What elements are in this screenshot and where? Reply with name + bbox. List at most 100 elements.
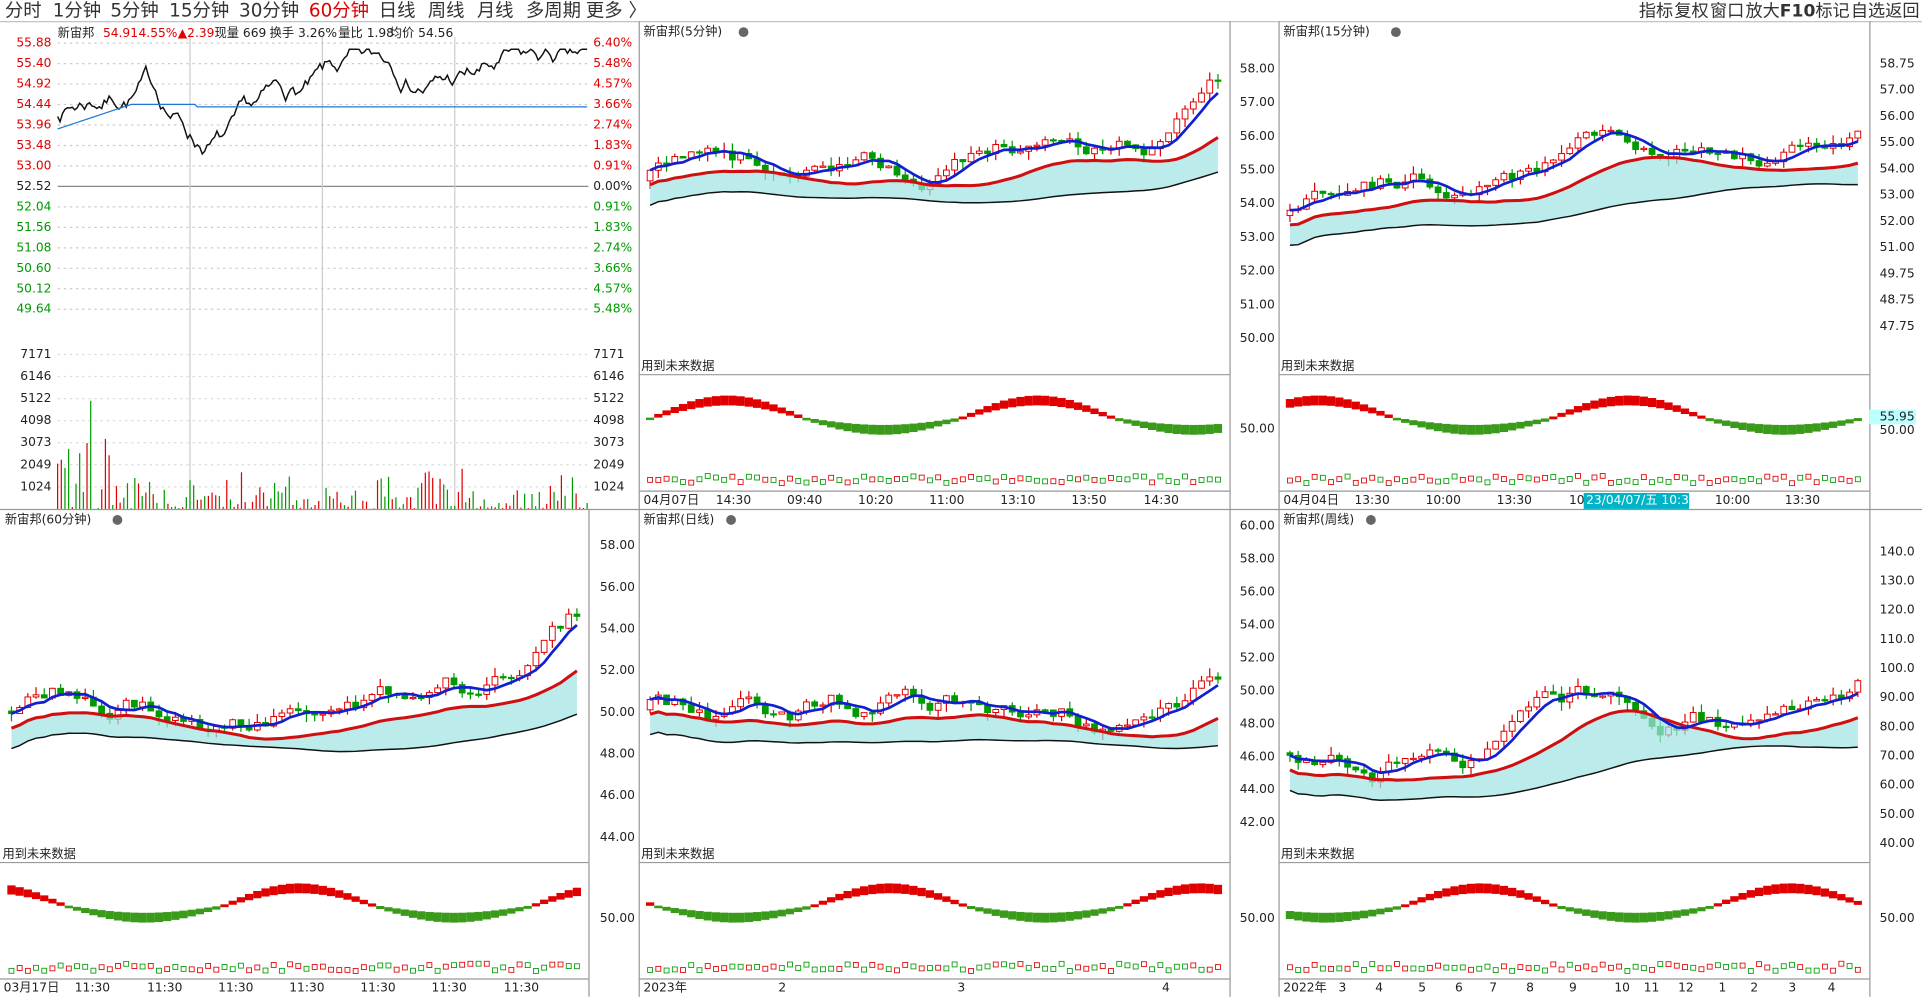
period-tab[interactable]: 分时 [5, 0, 42, 21]
indicator-axis-label: 50.00 [1240, 911, 1275, 925]
volume-bar [1822, 475, 1828, 481]
candle-body [712, 715, 720, 720]
candle-body [319, 713, 327, 716]
volume-bar [1418, 965, 1425, 972]
date-label: 3 [1788, 981, 1796, 995]
candle-body [1173, 703, 1181, 708]
period-tab[interactable]: 日线 [379, 0, 416, 21]
axis-label: 58.00 [600, 538, 635, 552]
volume-bar [1723, 964, 1730, 970]
date-label: 13:30 [1785, 493, 1820, 507]
period-tab[interactable]: 30分钟 [239, 0, 299, 21]
volume-bar [1657, 476, 1664, 483]
settings-icon[interactable] [726, 515, 736, 525]
tool-button[interactable]: 返回 [1885, 1, 1919, 21]
candle-body [687, 704, 695, 713]
volume-bar [1215, 964, 1221, 970]
volume-bar [1075, 476, 1081, 483]
candle-body [778, 711, 786, 715]
candle-body [442, 677, 450, 689]
candle-body [1041, 139, 1049, 146]
volume-bar [1739, 477, 1746, 484]
tool-button[interactable]: 复权 [1674, 1, 1708, 21]
settings-icon[interactable] [112, 515, 123, 525]
candle-body [507, 676, 515, 680]
tool-button[interactable]: 指标 [1639, 1, 1673, 21]
volume-bar [1017, 960, 1024, 967]
period-tab[interactable]: 1分钟 [53, 0, 101, 21]
indicator-axis-label: 50.00 [600, 911, 635, 925]
settings-icon[interactable] [738, 27, 749, 37]
volume-bar [1173, 963, 1180, 970]
period-tab[interactable]: 5分钟 [110, 0, 158, 21]
period-tab[interactable]: 更多 〉 [586, 0, 647, 21]
panel-title: 新宙邦(5分钟) [644, 24, 723, 39]
axis-label: 57.00 [1240, 95, 1275, 109]
tool-button[interactable]: 标记 [1815, 1, 1849, 21]
period-tab[interactable]: 15分钟 [169, 0, 229, 21]
candle-body [1286, 752, 1294, 756]
candle-body [1582, 131, 1590, 139]
price-label: 54.92 [16, 77, 51, 91]
candle-body [696, 709, 703, 713]
candle-body [294, 708, 302, 712]
tool-button[interactable]: 窗口 [1710, 1, 1744, 21]
pct-label: 4.57% [593, 281, 632, 295]
volume-bar [968, 968, 974, 974]
candle-body [1393, 761, 1401, 764]
volume-bar [1311, 473, 1318, 480]
volume-bar [16, 965, 23, 971]
candle-body [409, 696, 417, 700]
volume-bar [1632, 479, 1639, 485]
volume-bar [82, 963, 89, 970]
ma-line [1289, 745, 1858, 801]
volume-bar [442, 963, 449, 970]
axis-label: 50.00 [1880, 807, 1915, 821]
axis-label: 50.00 [600, 705, 635, 719]
volume-bar [894, 476, 900, 482]
volume-bar [811, 966, 818, 973]
volume-bar [574, 963, 580, 970]
candle-body [1165, 703, 1172, 709]
volume-bar [1141, 473, 1147, 480]
ma-line [1289, 131, 1859, 212]
settings-icon[interactable] [1365, 515, 1376, 525]
volume-bar [778, 965, 785, 971]
tool-button[interactable]: 放大 [1745, 1, 1779, 21]
candle-body [860, 712, 868, 717]
candle-body [1574, 137, 1582, 149]
volume-bar [680, 967, 686, 973]
volume-bar [647, 477, 653, 483]
candle-body [1434, 186, 1442, 194]
pct-label: 6.40% [593, 36, 632, 50]
candle-body [1763, 162, 1771, 167]
volume-bar [1149, 479, 1156, 486]
candle-body [1500, 172, 1508, 181]
volume-label: 2049 [593, 457, 624, 471]
candle-body [1755, 160, 1763, 167]
candle-body [1140, 716, 1148, 721]
tool-button[interactable]: 自选 [1851, 1, 1885, 21]
period-tab[interactable]: 多周期 [526, 0, 581, 21]
volume-bar [1042, 965, 1049, 972]
volume-bar [820, 478, 826, 485]
date-label: 11:30 [289, 981, 324, 995]
period-tab[interactable]: 周线 [428, 0, 465, 21]
tool-button[interactable]: F10 [1780, 1, 1816, 21]
volume-bar [1303, 480, 1310, 486]
volume-bar [1025, 476, 1032, 482]
volume-bar [1715, 478, 1721, 484]
volume-bar [1198, 966, 1205, 973]
period-tab[interactable]: 60分钟 [309, 0, 369, 21]
period-tab[interactable]: 月线 [477, 0, 514, 21]
ma-line [649, 731, 1219, 750]
volume-bar [1723, 476, 1730, 483]
candle-body [1607, 129, 1615, 133]
candle-body [557, 625, 564, 629]
candle-body [1558, 153, 1565, 161]
volume-label: 3073 [593, 435, 624, 449]
volume-bar [663, 967, 670, 974]
candle-body [385, 686, 392, 695]
settings-icon[interactable] [1390, 27, 1401, 37]
date-label: 14:30 [716, 493, 751, 507]
